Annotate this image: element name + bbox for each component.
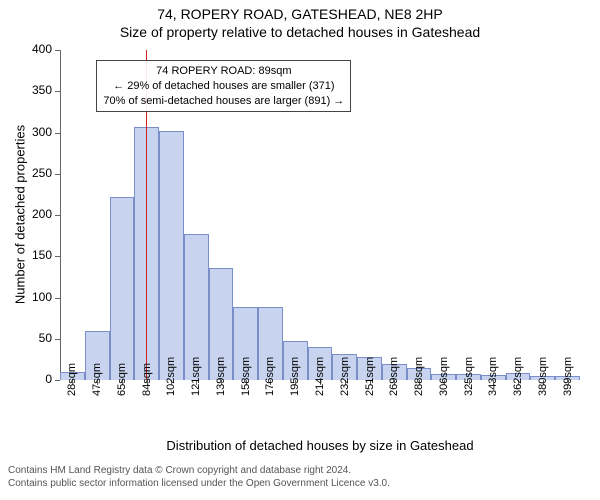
y-tick-label: 0 (20, 372, 52, 386)
histogram-plot: 74 ROPERY ROAD: 89sqm← 29% of detached h… (60, 50, 580, 380)
x-tick-label: 84sqm (141, 394, 153, 396)
y-tick-label: 150 (20, 248, 52, 262)
y-tick-label: 400 (20, 42, 52, 56)
x-tick-label: 28sqm (66, 394, 78, 396)
y-tick-mark (55, 298, 60, 299)
x-tick-label: 380sqm (537, 394, 549, 396)
x-tick-label: 269sqm (388, 394, 400, 396)
annotation-line: ← 29% of detached houses are smaller (37… (103, 79, 344, 94)
annotation-line: 70% of semi-detached houses are larger (… (103, 94, 344, 109)
y-tick-mark (55, 50, 60, 51)
x-tick-label: 251sqm (364, 394, 376, 396)
x-tick-label: 121sqm (190, 394, 202, 396)
y-tick-label: 300 (20, 125, 52, 139)
x-tick-label: 65sqm (116, 394, 128, 396)
y-tick-mark (55, 339, 60, 340)
y-tick-label: 200 (20, 207, 52, 221)
x-tick-label: 362sqm (512, 394, 524, 396)
x-tick-label: 214sqm (314, 394, 326, 396)
x-axis-label: Distribution of detached houses by size … (60, 438, 580, 453)
y-tick-mark (55, 174, 60, 175)
y-tick-label: 50 (20, 331, 52, 345)
annotation-line: 74 ROPERY ROAD: 89sqm (103, 64, 344, 79)
y-tick-mark (55, 133, 60, 134)
y-tick-label: 350 (20, 83, 52, 97)
y-axis-line (60, 50, 61, 380)
x-tick-label: 158sqm (240, 394, 252, 396)
histogram-bar (159, 131, 184, 380)
y-tick-label: 100 (20, 290, 52, 304)
x-tick-label: 195sqm (289, 394, 301, 396)
x-tick-label: 343sqm (487, 394, 499, 396)
footer-attribution: Contains HM Land Registry data © Crown c… (0, 460, 600, 494)
x-tick-label: 139sqm (215, 394, 227, 396)
y-tick-label: 250 (20, 166, 52, 180)
y-tick-mark (55, 91, 60, 92)
x-tick-label: 102sqm (165, 394, 177, 396)
footer-line2: Contains public sector information licen… (8, 477, 592, 490)
page-title: 74, ROPERY ROAD, GATESHEAD, NE8 2HP (0, 0, 600, 22)
page-subtitle: Size of property relative to detached ho… (0, 22, 600, 40)
x-tick-label: 232sqm (339, 394, 351, 396)
footer-line1: Contains HM Land Registry data © Crown c… (8, 464, 592, 477)
annotation-box: 74 ROPERY ROAD: 89sqm← 29% of detached h… (96, 60, 351, 113)
histogram-bar (110, 197, 135, 380)
y-tick-mark (55, 215, 60, 216)
x-tick-label: 306sqm (438, 394, 450, 396)
y-tick-mark (55, 380, 60, 381)
x-tick-label: 176sqm (264, 394, 276, 396)
x-tick-label: 288sqm (413, 394, 425, 396)
x-tick-label: 47sqm (91, 394, 103, 396)
x-tick-label: 325sqm (463, 394, 475, 396)
y-tick-mark (55, 256, 60, 257)
x-tick-label: 399sqm (562, 394, 574, 396)
